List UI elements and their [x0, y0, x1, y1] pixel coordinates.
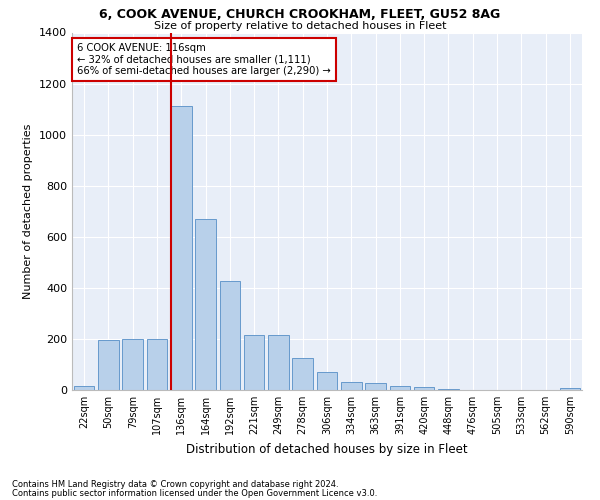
Bar: [146, 339, 167, 390]
Bar: [560, 388, 580, 390]
Bar: [244, 335, 265, 390]
Text: 6, COOK AVENUE, CHURCH CROOKHAM, FLEET, GU52 8AG: 6, COOK AVENUE, CHURCH CROOKHAM, FLEET, …: [100, 8, 500, 20]
Bar: [171, 106, 191, 390]
Bar: [365, 383, 386, 390]
Bar: [268, 335, 289, 390]
Bar: [195, 219, 216, 390]
Bar: [122, 339, 143, 390]
Bar: [74, 386, 94, 390]
Text: 6 COOK AVENUE: 116sqm
← 32% of detached houses are smaller (1,111)
66% of semi-d: 6 COOK AVENUE: 116sqm ← 32% of detached …: [77, 43, 331, 76]
Bar: [220, 282, 240, 390]
Bar: [341, 382, 362, 390]
Bar: [389, 386, 410, 390]
Text: Contains public sector information licensed under the Open Government Licence v3: Contains public sector information licen…: [12, 488, 377, 498]
Bar: [317, 372, 337, 390]
Text: Size of property relative to detached houses in Fleet: Size of property relative to detached ho…: [154, 21, 446, 31]
X-axis label: Distribution of detached houses by size in Fleet: Distribution of detached houses by size …: [186, 442, 468, 456]
Text: Contains HM Land Registry data © Crown copyright and database right 2024.: Contains HM Land Registry data © Crown c…: [12, 480, 338, 489]
Bar: [414, 387, 434, 390]
Y-axis label: Number of detached properties: Number of detached properties: [23, 124, 34, 299]
Bar: [292, 358, 313, 390]
Bar: [438, 388, 459, 390]
Bar: [98, 340, 119, 390]
